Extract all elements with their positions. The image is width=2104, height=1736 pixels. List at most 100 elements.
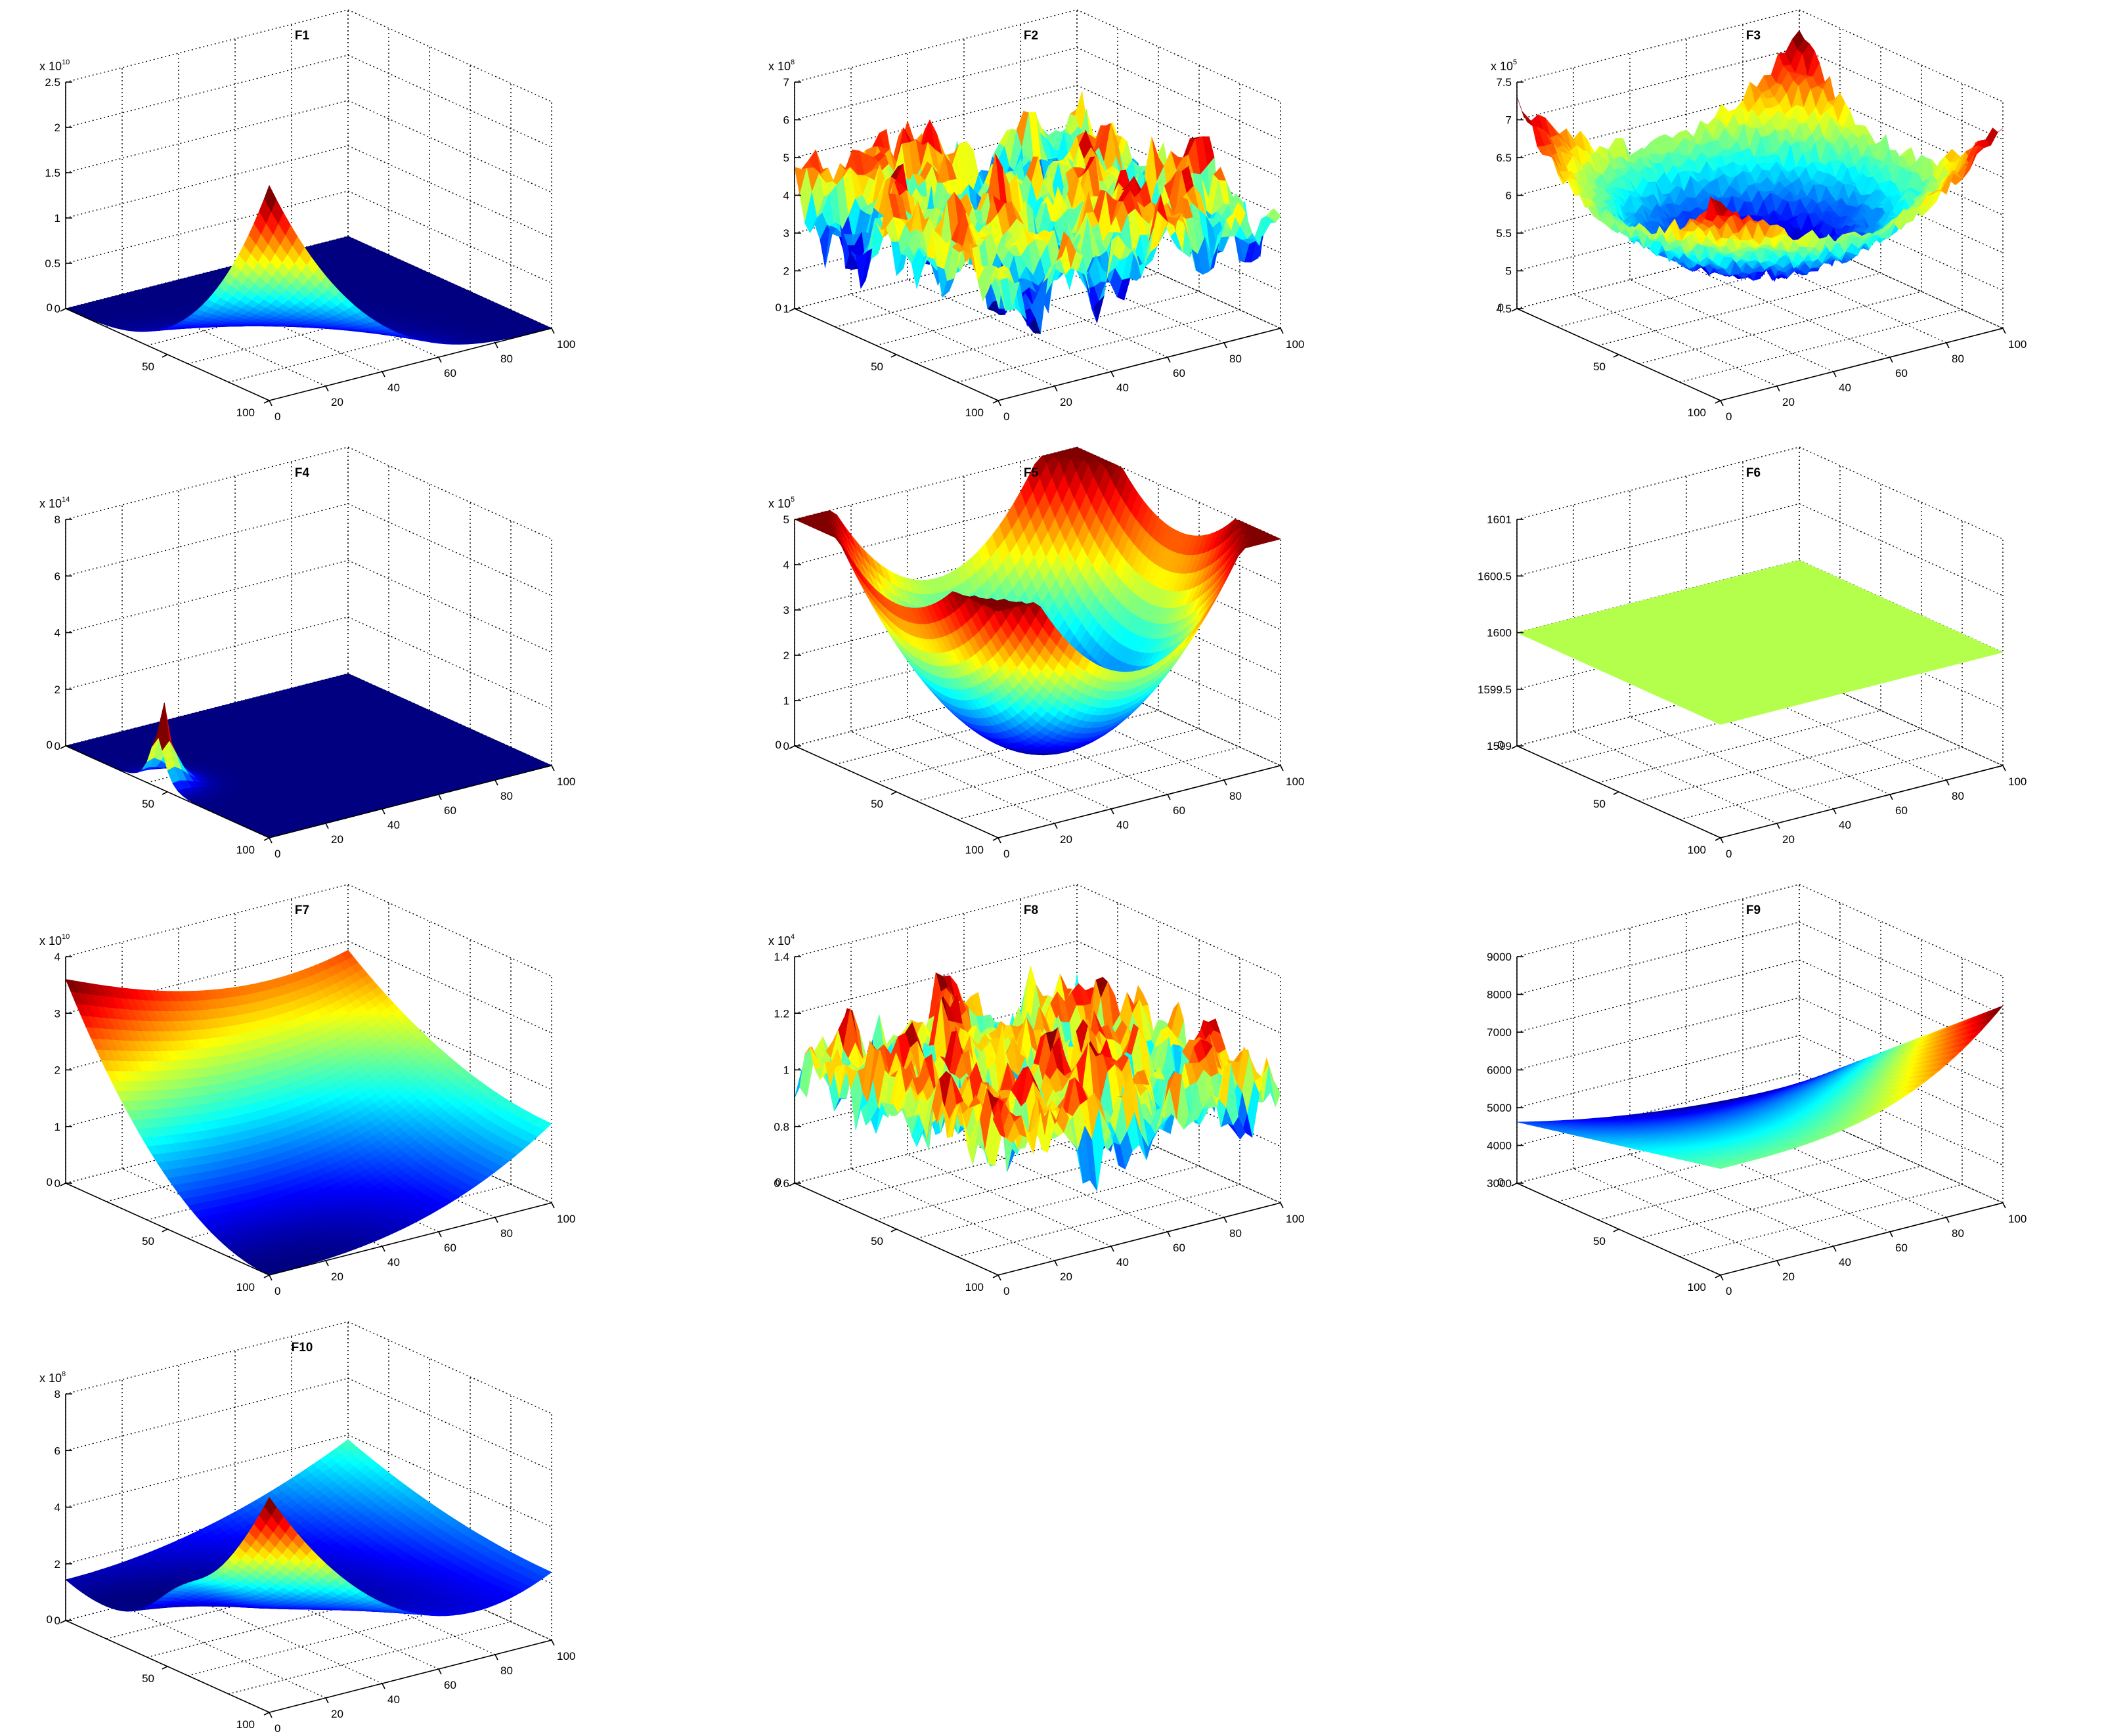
x-tick-label: 100: [1286, 775, 1304, 788]
axes: 3000 4000 5000 6000 7000 8000 9000 0 50 100 0 20 40 6…: [1487, 951, 2027, 1297]
x-tick-label: 100: [2008, 775, 2027, 788]
surface: [1516, 30, 2004, 282]
z-tick-label: 8: [55, 1388, 60, 1400]
x-tick-label: 80: [1952, 1227, 1964, 1240]
y-tick-label: 0: [776, 1176, 781, 1188]
z-tick-label: 6: [1506, 190, 1512, 202]
x-tick-label: 100: [1286, 1213, 1304, 1225]
z-tick-label: 2.5: [45, 76, 60, 89]
z-tick-label: 6: [783, 114, 789, 127]
y-tick-label: 50: [1593, 1235, 1606, 1248]
x-tick-label: 0: [1726, 848, 1732, 860]
x-tick-label: 0: [274, 1285, 280, 1297]
surface: [1516, 560, 2004, 725]
y-tick-label: 100: [236, 844, 255, 856]
x-tick-label: 0: [274, 410, 280, 423]
z-tick-label: 1.4: [774, 951, 789, 963]
y-tick-label: 100: [1688, 406, 1706, 419]
x-tick-label: 20: [1782, 396, 1795, 408]
y-tick-label: 100: [236, 406, 255, 419]
z-exponent-label: x 105: [768, 496, 795, 510]
x-tick-label: 60: [1895, 804, 1908, 817]
x-tick-label: 100: [557, 775, 575, 788]
z-tick-label: 3: [783, 227, 789, 240]
z-tick-label: 8: [55, 513, 60, 526]
y-tick-label: 0: [47, 1176, 53, 1188]
x-tick-label: 40: [387, 819, 400, 831]
x-tick-label: 40: [1116, 819, 1129, 831]
z-tick-label: 6: [55, 1444, 60, 1457]
x-tick-label: 0: [1003, 410, 1009, 423]
x-tick-label: 20: [331, 1708, 343, 1720]
x-tick-label: 20: [1782, 1270, 1795, 1283]
y-tick-label: 0: [1498, 1176, 1504, 1188]
x-tick-label: 100: [2008, 1213, 2027, 1225]
surface: [65, 673, 552, 838]
surface: [794, 446, 1281, 756]
z-tick-label: 4: [55, 627, 60, 640]
x-tick-label: 40: [1839, 1256, 1851, 1269]
z-tick-label: 7000: [1487, 1026, 1512, 1039]
surface: [65, 184, 552, 345]
x-tick-label: 60: [444, 804, 456, 817]
x-tick-label: 80: [500, 353, 513, 365]
x-tick-label: 80: [1952, 353, 1964, 365]
x-tick-label: 100: [557, 338, 575, 351]
x-tick-label: 80: [1952, 790, 1964, 802]
z-tick-label: 1600: [1487, 627, 1512, 640]
y-tick-label: 100: [236, 1281, 255, 1293]
x-tick-label: 40: [1839, 381, 1851, 394]
surface-plot-f6: 1599 1599.5 1600 1600.5 1601 0 50 100 0 20 40 60 80 1…: [1478, 446, 2027, 860]
surface: [1516, 1005, 2004, 1169]
plot-title: F8: [1024, 903, 1038, 917]
x-tick-label: 100: [2008, 338, 2027, 351]
z-tick-label: 0: [55, 740, 60, 752]
surface: [794, 966, 1281, 1191]
y-tick-label: 0: [47, 1613, 53, 1626]
z-tick-label: 5.5: [1496, 227, 1512, 240]
x-tick-label: 0: [1003, 848, 1009, 860]
x-tick-label: 40: [1116, 1256, 1129, 1269]
z-tick-label: 1.2: [774, 1007, 789, 1020]
x-tick-label: 0: [274, 1722, 280, 1735]
x-tick-label: 60: [444, 1242, 456, 1254]
axes: 0.6 0.8 1 1.2 1.4 0 50 100 0 20 40 60 80 100: [774, 951, 1304, 1297]
x-tick-label: 80: [500, 1664, 513, 1677]
z-tick-label: 4: [55, 1502, 60, 1514]
z-tick-label: 5: [783, 152, 789, 164]
x-tick-label: 20: [1060, 1270, 1072, 1283]
x-tick-label: 100: [1286, 338, 1304, 351]
x-tick-label: 0: [274, 848, 280, 860]
y-tick-label: 0: [1498, 739, 1504, 751]
surface-plot-f9: 3000 4000 5000 6000 7000 8000 9000 0 50 100 0 20 40 6…: [1487, 884, 2027, 1297]
z-tick-label: 2: [55, 684, 60, 696]
z-tick-label: 2: [783, 649, 789, 662]
y-tick-label: 100: [1688, 844, 1706, 856]
y-tick-label: 0: [776, 739, 781, 751]
axes: 0 0.5 1 1.5 2 2.5 0 50 100 0 20 40 60 80 100: [45, 76, 575, 423]
z-tick-label: 8000: [1487, 989, 1512, 1001]
z-tick-label: 1599: [1487, 740, 1512, 752]
y-tick-label: 100: [1688, 1281, 1706, 1293]
x-tick-label: 80: [1229, 1227, 1242, 1240]
z-tick-label: 5: [783, 513, 789, 526]
z-tick-label: 2: [55, 1558, 60, 1571]
z-tick-label: 6.5: [1496, 152, 1512, 164]
y-tick-label: 50: [142, 360, 154, 373]
z-tick-label: 9000: [1487, 951, 1512, 963]
axes: 1 2 3 4 5 6 7 0 50 100 0 20 40 60 80 100: [776, 76, 1305, 423]
z-tick-label: 3000: [1487, 1177, 1512, 1190]
axes: 1599 1599.5 1600 1600.5 1601 0 50 100 0 20 40 60 80 1…: [1478, 513, 2027, 860]
z-tick-label: 0: [55, 303, 60, 315]
x-tick-label: 60: [1173, 804, 1185, 817]
x-tick-label: 40: [1839, 819, 1851, 831]
x-tick-label: 60: [1173, 1242, 1185, 1254]
x-tick-label: 80: [1229, 353, 1242, 365]
y-tick-label: 50: [871, 360, 883, 373]
